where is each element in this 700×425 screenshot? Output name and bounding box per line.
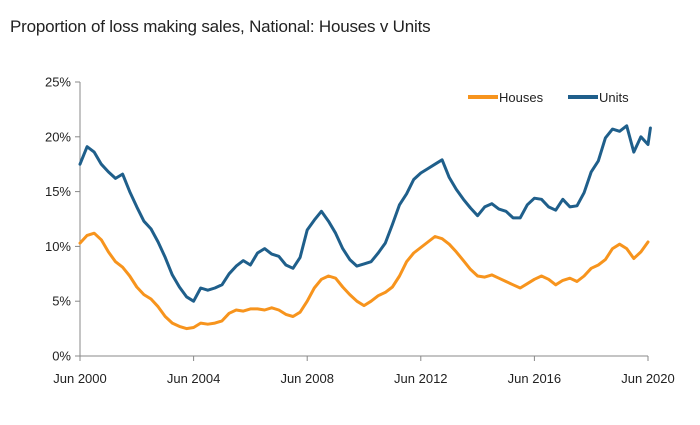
legend-label-units: Units — [599, 90, 629, 105]
chart-title: Proportion of loss making sales, Nationa… — [10, 17, 431, 36]
y-tick-label: 5% — [52, 294, 71, 309]
series-lines — [78, 124, 652, 331]
x-tick-label: Jun 2008 — [280, 371, 334, 386]
y-tick-label: 15% — [45, 184, 71, 199]
series-line-units — [78, 124, 652, 303]
y-tick-label: 25% — [45, 75, 71, 90]
y-tick-label: 10% — [45, 239, 71, 254]
axes: 0% 5% 10% 15% 20% 25% Jun 2000 Jun 2004 Jun 2008… — [45, 75, 675, 387]
legend: Houses Units — [468, 90, 629, 105]
y-tick-label: 0% — [52, 349, 71, 364]
legend-label-houses: Houses — [499, 90, 544, 105]
x-tick-label: Jun 2004 — [167, 371, 221, 386]
y-tick-label: 20% — [45, 129, 71, 144]
series-line-houses — [78, 231, 650, 331]
x-tick-label: Jun 2016 — [508, 371, 562, 386]
x-tick-label: Jun 2020 — [621, 371, 675, 386]
x-tick-label: Jun 2012 — [394, 371, 448, 386]
x-tick-label: Jun 2000 — [53, 371, 107, 386]
